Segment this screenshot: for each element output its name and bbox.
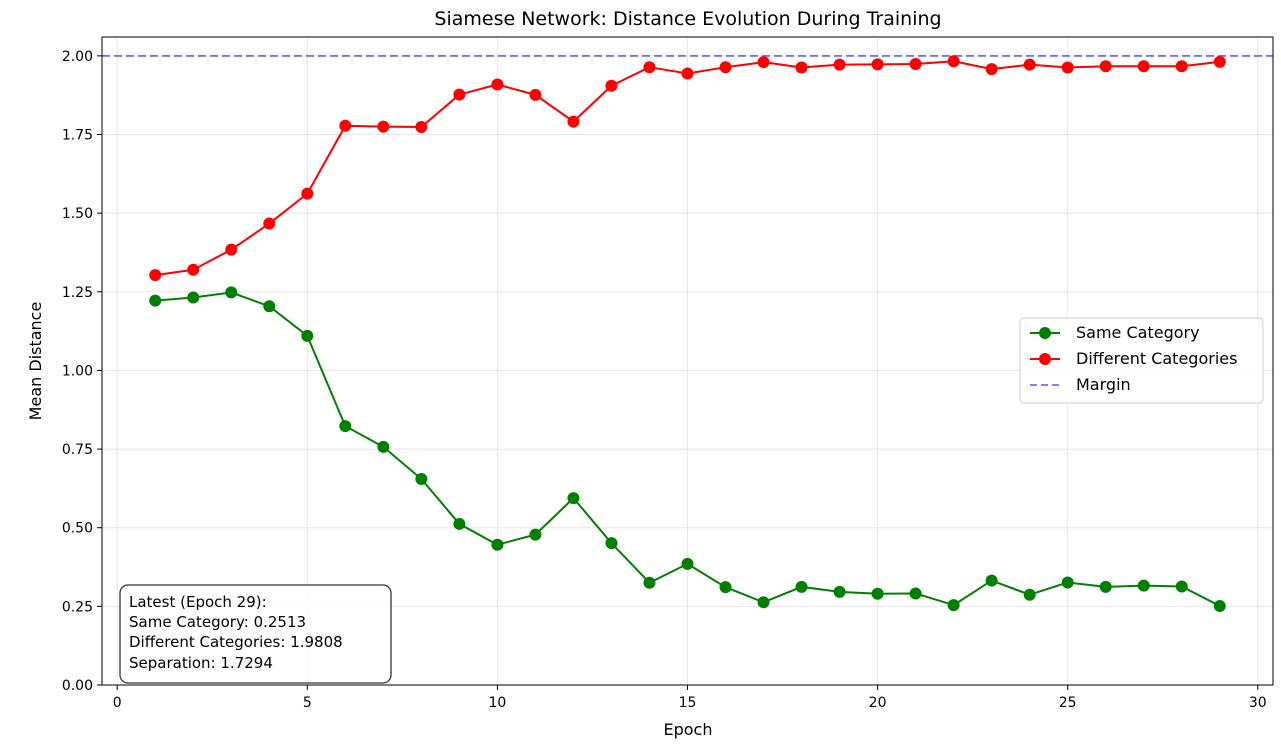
legend-same-category-label: Same Category: [1076, 323, 1200, 342]
different-categories-point: [871, 58, 884, 71]
different-categories-point: [415, 120, 428, 133]
legend-box: [1019, 317, 1264, 404]
same-category-point: [1023, 588, 1036, 601]
different-categories-point: [149, 269, 162, 282]
chart-title: Siamese Network: Distance Evolution Duri…: [434, 8, 941, 30]
x-tick-label: 20: [869, 695, 887, 711]
same-category-point: [833, 585, 846, 598]
different-categories-point: [643, 61, 656, 74]
legend-different-categories-label: Different Categories: [1076, 349, 1237, 368]
different-categories-point: [339, 119, 352, 132]
same-category-point: [1061, 576, 1074, 589]
same-category-point: [453, 517, 466, 530]
same-category-point: [149, 294, 162, 307]
different-categories-point: [567, 115, 580, 128]
same-category-point: [909, 587, 922, 600]
different-categories-point: [833, 58, 846, 71]
different-categories-point: [301, 187, 314, 200]
different-categories-point: [377, 120, 390, 133]
different-categories-point: [1175, 60, 1188, 73]
different-categories-point: [187, 263, 200, 276]
different-categories-point: [947, 55, 960, 68]
x-tick-label: 0: [113, 695, 122, 711]
x-axis-label: Epoch: [664, 720, 713, 739]
same-category-point: [415, 472, 428, 485]
same-category-point: [1137, 579, 1150, 592]
y-tick-label: 0.50: [62, 521, 93, 537]
x-tick-label: 30: [1249, 695, 1267, 711]
same-category-point: [187, 291, 200, 304]
same-category-point: [719, 581, 732, 594]
same-category-point: [225, 286, 238, 299]
y-tick-label: 0.25: [62, 599, 93, 615]
same-category-point: [339, 420, 352, 433]
different-categories-point: [263, 217, 276, 230]
same-category-point: [567, 492, 580, 505]
different-categories-point: [453, 88, 466, 101]
annotation-line-4: Separation: 1.7294: [129, 654, 273, 672]
different-categories-point: [1137, 60, 1150, 73]
different-categories-point: [1099, 60, 1112, 73]
y-tick-label: 1.75: [62, 128, 93, 144]
different-categories-point: [719, 61, 732, 74]
different-categories-point: [909, 58, 922, 71]
legend-same-category-marker: [1039, 327, 1051, 339]
legend-items: Same Category Different Categories Margin: [1030, 323, 1237, 394]
y-tick-label: 0.75: [62, 442, 93, 458]
same-category-point: [491, 538, 504, 551]
same-category-point: [1213, 599, 1226, 612]
different-categories-point: [681, 67, 694, 80]
annotation-line-1: Latest (Epoch 29):: [129, 593, 267, 611]
different-categories-point: [795, 61, 808, 74]
series-group: [149, 55, 1226, 612]
annotation-line-2: Same Category: 0.2513: [129, 613, 306, 631]
annotation-background: [119, 584, 392, 684]
different-categories-point: [1061, 61, 1074, 74]
y-axis-ticks: 0.00 0.25 0.50 0.75 1.00 1.25 1.50 1.75 2.00: [62, 49, 102, 694]
y-tick-label: 1.25: [62, 285, 93, 301]
same-category-point: [795, 580, 808, 593]
same-category-point: [757, 596, 770, 609]
x-tick-label: 5: [303, 695, 312, 711]
x-axis-ticks: 0 5 10 15 20 25 30: [113, 685, 1267, 711]
x-tick-label: 15: [679, 695, 697, 711]
same-category-point: [1175, 580, 1188, 593]
same-category-point: [643, 576, 656, 589]
different-categories-point: [605, 79, 618, 92]
annotation-line-3: Different Categories: 1.9808: [129, 633, 343, 651]
y-tick-label: 0.00: [62, 678, 93, 694]
y-axis-label: Mean Distance: [26, 302, 45, 421]
y-tick-label: 1.50: [62, 206, 93, 222]
different-categories-point: [1213, 55, 1226, 68]
same-category-point: [681, 557, 694, 570]
different-categories-point: [491, 78, 504, 91]
different-categories-point: [985, 63, 998, 76]
same-category-point: [605, 537, 618, 550]
legend-different-categories-marker: [1039, 353, 1051, 365]
y-tick-label: 2.00: [62, 49, 93, 65]
same-category-point: [263, 300, 276, 313]
x-tick-label: 25: [1059, 695, 1077, 711]
same-category-point: [301, 329, 314, 342]
different-categories-point: [757, 56, 770, 69]
same-category-point: [377, 440, 390, 453]
x-tick-label: 10: [488, 695, 506, 711]
same-category-point: [1099, 580, 1112, 593]
y-tick-label: 1.00: [62, 363, 93, 379]
same-category-point: [529, 528, 542, 541]
same-category-point: [947, 599, 960, 612]
different-categories-point: [1023, 58, 1036, 71]
legend: Same Category Different Categories Margin: [1019, 317, 1264, 404]
same-category-point: [871, 587, 884, 600]
same-category-point: [985, 574, 998, 587]
annotation-box: Latest (Epoch 29): Same Category: 0.2513…: [119, 584, 392, 684]
different-categories-point: [529, 88, 542, 101]
different-categories-point: [225, 243, 238, 256]
legend-margin-label: Margin: [1076, 375, 1131, 394]
